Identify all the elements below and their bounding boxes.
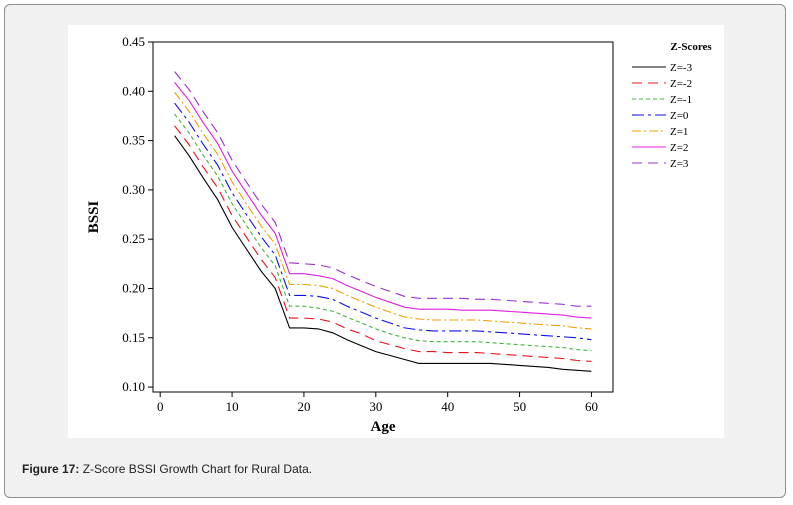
legend-label: Z=0 <box>670 110 689 122</box>
legend-label: Z=3 <box>670 158 689 170</box>
x-tick-label: 0 <box>157 399 164 414</box>
legend-label: Z=-3 <box>670 62 693 74</box>
y-tick-label: 0.20 <box>122 280 145 295</box>
figure-caption: Figure 17: Z-Score BSSI Growth Chart for… <box>22 462 312 476</box>
x-tick-label: 10 <box>226 399 239 414</box>
x-tick-label: 40 <box>441 399 454 414</box>
y-tick-label: 0.25 <box>122 231 145 246</box>
y-tick-label: 0.30 <box>122 182 145 197</box>
legend-label: Z=1 <box>670 126 688 138</box>
series-layer <box>174 71 592 372</box>
x-tick-label: 20 <box>297 399 310 414</box>
legend-label: Z=-1 <box>670 94 692 106</box>
x-axis: 0 10 20 30 40 50 60 <box>157 392 598 414</box>
y-axis: 0.10 0.15 0.20 0.25 0.30 0.35 0.40 0.45 <box>122 34 153 394</box>
series-line-5 <box>174 91 592 330</box>
y-axis-title: BSSI <box>86 201 102 234</box>
series-line-1 <box>174 135 592 372</box>
plot-area <box>152 41 614 393</box>
legend-label: Z=2 <box>670 142 688 154</box>
caption-text: Z-Score BSSI Growth Chart for Rural Data… <box>79 462 313 476</box>
y-tick-label: 0.35 <box>122 133 145 148</box>
legend-title: Z-Scores <box>670 41 712 53</box>
x-axis-title: Age <box>371 419 396 435</box>
y-tick-label: 0.15 <box>122 330 145 345</box>
legend-label: Z=-2 <box>670 78 692 90</box>
x-tick-label: 50 <box>513 399 526 414</box>
x-tick-label: 60 <box>585 399 598 414</box>
chart-panel <box>68 25 724 438</box>
series-line-3 <box>174 113 592 352</box>
series-line-6 <box>174 82 592 319</box>
y-tick-label: 0.10 <box>122 379 145 394</box>
series-line-7 <box>174 71 592 307</box>
legend: Z-Scores Z=-3 Z=-2 Z=-1 Z=0 Z=1 Z=2 Z=3 <box>632 41 712 170</box>
x-tick-label: 30 <box>369 399 382 414</box>
y-tick-label: 0.40 <box>122 83 145 98</box>
series-line-4 <box>174 102 592 341</box>
y-tick-label: 0.45 <box>122 34 145 49</box>
caption-label: Figure 17: <box>22 462 80 476</box>
series-line-2 <box>174 125 592 362</box>
